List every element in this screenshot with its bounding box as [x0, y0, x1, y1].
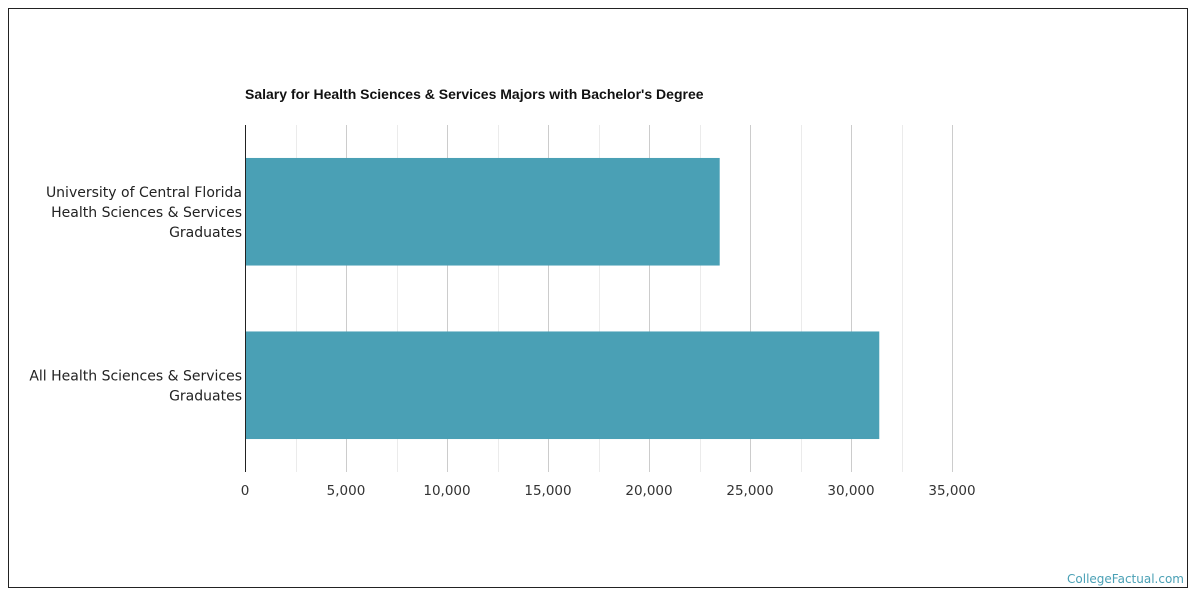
category-label-line: Health Sciences & Services — [51, 205, 242, 221]
x-tick-label: 0 — [241, 483, 250, 499]
bars — [245, 157, 880, 440]
category-label: All Health Sciences & Services Graduates — [29, 368, 242, 404]
category-label-line: Graduates — [169, 225, 242, 241]
category-labels: University of Central Florida Health Scie… — [29, 185, 242, 405]
x-axis-tick-labels: 0 5,000 10,000 15,000 20,000 25,000 30,000 35,0… — [241, 483, 976, 499]
x-tick-label: 5,000 — [327, 483, 366, 499]
x-tick-label: 20,000 — [625, 483, 672, 499]
bar — [245, 331, 880, 440]
chart-frame — [8, 8, 1188, 588]
category-label-line: University of Central Florida — [46, 185, 242, 201]
watermark: CollegeFactual.com — [1067, 572, 1184, 586]
category-label-line: Graduates — [169, 388, 242, 404]
bar — [245, 157, 720, 266]
category-label-line: All Health Sciences & Services — [29, 368, 242, 384]
x-tick-label: 15,000 — [524, 483, 571, 499]
x-tick-label: 10,000 — [423, 483, 470, 499]
chart-title: Salary for Health Sciences & Services Ma… — [245, 86, 704, 102]
category-label: University of Central Florida Health Scie… — [46, 185, 242, 241]
x-tick-label: 30,000 — [827, 483, 874, 499]
x-tick-label: 35,000 — [928, 483, 975, 499]
x-tick-label: 25,000 — [726, 483, 773, 499]
